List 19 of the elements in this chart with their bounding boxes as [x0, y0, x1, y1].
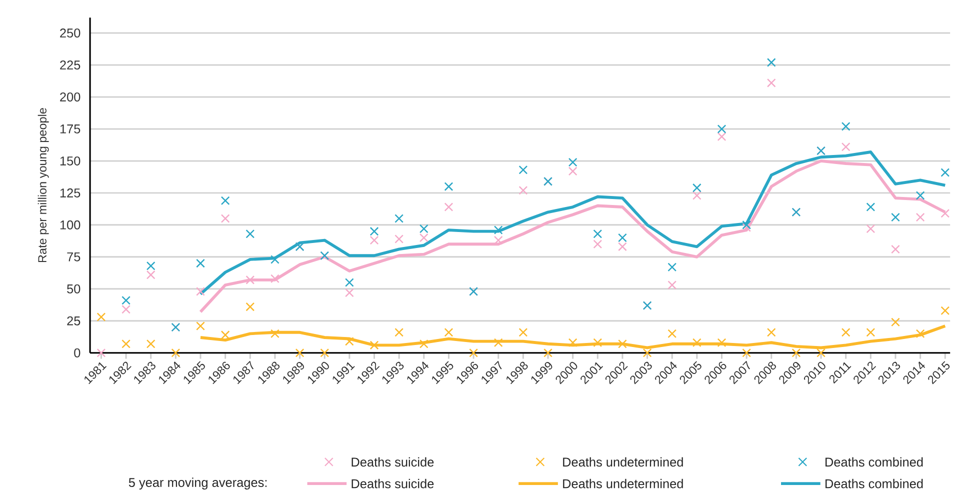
y-axis-title: Rate per million young people [38, 108, 49, 262]
y-tick-label: 175 [60, 124, 80, 134]
y-tick-label: 75 [67, 252, 80, 262]
legend-label: Deaths undetermined [563, 457, 683, 466]
y-tick-label: 150 [60, 156, 80, 166]
legend-label: Deaths combined [826, 478, 923, 488]
y-tick-label: 125 [60, 188, 80, 198]
y-tick-label: 100 [60, 220, 80, 230]
y-tick-label: 225 [60, 60, 80, 70]
y-tick-label: 0 [74, 348, 80, 358]
y-tick-label: 200 [60, 92, 80, 102]
legend-label: Deaths combined [826, 457, 923, 466]
text: 5 year moving averages: [128, 477, 267, 490]
legend-label: Deaths suicide [352, 478, 434, 488]
legend-label: Deaths suicide [352, 457, 434, 466]
y-tick-label: 50 [67, 284, 80, 294]
y-tick-label: 25 [67, 316, 80, 326]
y-tick-label: 250 [60, 28, 80, 38]
legend-label: Deaths undetermined [563, 478, 683, 488]
